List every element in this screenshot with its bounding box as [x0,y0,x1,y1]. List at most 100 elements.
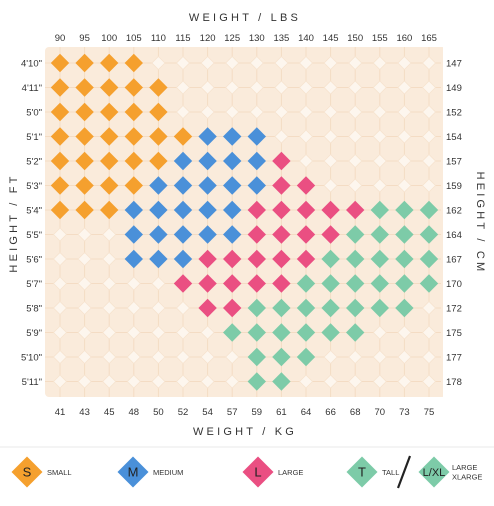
size-marker-medium [149,249,168,269]
legend-label: MEDIUM [153,468,183,477]
size-marker-medium [149,225,168,244]
size-marker-small [50,176,70,195]
size-marker-medium [198,225,217,244]
empty-cell-marker [151,325,166,340]
size-marker-small [50,127,70,146]
empty-cell-marker [249,55,264,71]
tick-label-cm: 157 [446,157,462,168]
empty-cell-marker [200,80,215,95]
size-marker-tall [370,200,389,220]
empty-cell-marker [102,374,117,389]
empty-cell-marker [175,349,191,365]
size-marker-tall [419,274,439,293]
empty-cell-marker [397,178,412,193]
size-marker-tall [395,298,414,318]
tick-label-ft: 5'5" [26,230,42,241]
size-marker-small [50,53,70,73]
tick-label-kg: 52 [178,407,189,418]
size-marker-tall [223,323,242,342]
empty-cell-marker [421,325,437,340]
tick-label-lbs: 135 [273,33,289,44]
tick-label-cm: 152 [446,108,462,119]
size-marker-small [100,102,119,122]
size-marker-large [198,298,217,318]
empty-cell-marker [298,374,314,389]
empty-cell-marker [200,374,215,389]
legend-label: LARGE [452,463,477,472]
empty-cell-marker [421,300,437,316]
empty-cell-marker [77,349,92,365]
size-marker-tall [370,298,389,318]
legend-letter: L/XL [423,467,446,479]
empty-cell-marker [323,178,338,193]
tick-label-kg: 68 [350,407,361,418]
size-marker-tall [296,274,316,293]
empty-cell-marker [348,349,363,365]
size-marker-large [247,274,266,293]
tick-label-cm: 149 [446,83,462,94]
empty-cell-marker [151,300,166,316]
size-marker-tall [321,323,340,342]
size-marker-tall [272,298,291,318]
legend-marker-large-xlarge [418,456,450,488]
empty-cell-marker [175,80,191,95]
size-marker-medium [223,200,242,220]
tick-label-cm: 162 [446,206,462,217]
size-marker-tall [346,274,365,293]
tick-label-cm: 159 [446,181,462,192]
size-marker-tall [395,225,414,244]
size-marker-large [272,274,291,293]
size-marker-small [100,176,119,195]
empty-cell-marker [102,300,117,316]
size-marker-tall [370,274,389,293]
empty-cell-marker [348,153,363,169]
left-axis-title: HEIGHT / FT [8,173,20,272]
size-marker-large [272,249,291,269]
empty-cell-marker [52,276,68,291]
size-marker-large [247,200,266,220]
legend-slash [396,455,412,489]
empty-cell-marker [126,325,141,340]
size-marker-large [272,225,291,244]
tick-label-kg: 41 [55,407,66,418]
empty-cell-marker [52,325,68,340]
empty-cell-marker [102,251,117,267]
empty-cell-marker [421,178,437,193]
tick-label-ft: 5'9" [26,328,42,339]
legend-letter: S [23,465,32,480]
empty-cell-marker [323,129,338,144]
size-marker-tall [395,249,414,269]
top-axis-title: WEIGHT / LBS [189,12,301,24]
tick-label-kg: 43 [79,407,90,418]
tick-label-kg: 73 [399,407,410,418]
empty-cell-marker [274,80,289,95]
size-marker-tall [272,347,291,367]
empty-cell-marker [102,227,117,242]
empty-cell-marker [77,300,92,316]
size-marker-small [149,102,168,122]
tick-label-cm: 177 [446,353,462,364]
tick-label-lbs: 100 [101,33,117,44]
size-marker-small [75,102,94,122]
legend-marker-small [11,456,43,488]
size-marker-tall [346,323,365,342]
empty-cell-marker [126,276,141,291]
empty-cell-marker [77,325,92,340]
empty-cell-marker [372,178,387,193]
empty-cell-marker [372,325,387,340]
tick-label-kg: 50 [153,407,164,418]
size-marker-large [296,225,316,244]
tick-label-ft: 4'10" [21,59,42,70]
empty-cell-marker [348,178,363,193]
size-marker-medium [173,225,193,244]
size-marker-tall [296,323,316,342]
size-marker-tall [272,323,291,342]
size-marker-small [75,53,94,73]
empty-cell-marker [151,374,166,389]
empty-cell-marker [200,325,215,340]
size-marker-medium [124,249,143,269]
size-marker-large [272,200,291,220]
size-marker-tall [247,298,266,318]
size-marker-small [75,176,94,195]
